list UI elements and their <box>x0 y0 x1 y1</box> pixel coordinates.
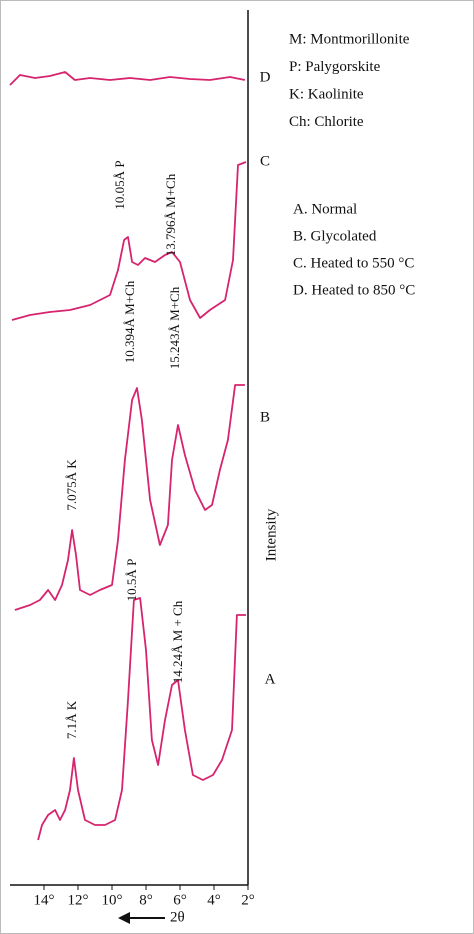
x-tick-label: 6° <box>173 892 187 908</box>
annotation: 10.05Å P <box>112 160 127 209</box>
series-label: A <box>265 671 276 687</box>
series-label: C <box>260 153 270 169</box>
x-axis-label: 2θ <box>170 909 185 925</box>
x-tick-label: 10° <box>102 892 123 908</box>
legend-text: P: Palygorskite <box>289 59 381 75</box>
annotation: 13.796Å M+Ch <box>163 173 178 256</box>
series-label: B <box>260 409 270 425</box>
x-tick-label: 2° <box>241 892 255 908</box>
annotation: 7.075Å K <box>64 459 79 511</box>
legend-text: D. Heated to 850 °C <box>293 282 415 298</box>
annotation: 7.1Å K <box>64 700 79 739</box>
legend-text: A. Normal <box>293 201 357 217</box>
series-line <box>11 161 247 321</box>
annotation: 15.243Å M+Ch <box>167 286 182 369</box>
series-line <box>37 597 246 841</box>
legend-text: K: Kaolinite <box>289 86 364 102</box>
x-tick-label: 4° <box>207 892 221 908</box>
annotation: 10.394Å M+Ch <box>122 280 137 363</box>
x-tick-label: 8° <box>139 892 153 908</box>
legend-text: C. Heated to 550 °C <box>293 255 414 271</box>
annotation: 14.24Å M + Ch <box>170 600 185 683</box>
legend-text: M: Montmorillonite <box>289 31 410 47</box>
y-axis-label: Intensity <box>263 508 279 561</box>
arrow-head <box>118 912 130 924</box>
series-label: D <box>260 69 271 85</box>
series-line <box>14 384 245 611</box>
x-tick-label: 12° <box>68 892 89 908</box>
x-tick-label: 14° <box>34 892 55 908</box>
series-line <box>9 71 246 86</box>
legend-text: B. Glycolated <box>293 228 377 244</box>
annotation: 10.5Å P <box>124 559 139 602</box>
legend-text: Ch: Chlorite <box>289 114 364 130</box>
